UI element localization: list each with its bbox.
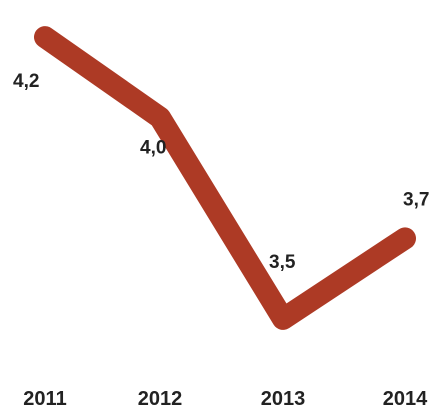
x-tick-label-2014: 2014 xyxy=(383,388,428,410)
x-tick-label-2011: 2011 xyxy=(23,388,66,410)
value-label-2014: 3,7 xyxy=(403,189,429,210)
x-tick-label-2013: 2013 xyxy=(261,388,306,410)
value-label-2013: 3,5 xyxy=(269,252,296,273)
category-labels: 2011 2012 2013 2014 xyxy=(23,388,428,410)
value-label-2011: 4,2 xyxy=(13,71,39,92)
value-label-2012: 4,0 xyxy=(140,138,166,159)
series-line xyxy=(34,26,416,330)
x-tick-label-2012: 2012 xyxy=(138,388,183,410)
value-labels: 4,2 4,0 3,5 3,7 xyxy=(13,71,429,273)
